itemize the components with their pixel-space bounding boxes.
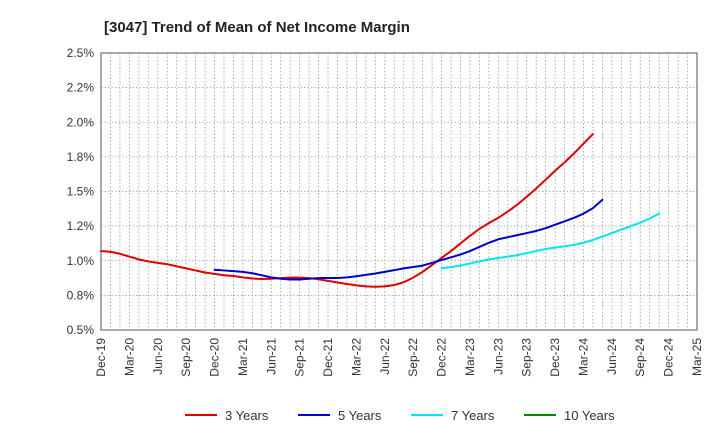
x-tick-label: Mar-24 bbox=[576, 338, 590, 376]
chart-title: [3047] Trend of Mean of Net Income Margi… bbox=[104, 19, 410, 36]
y-tick-label: 1.8% bbox=[67, 150, 95, 164]
x-tick-label: Dec-20 bbox=[208, 338, 222, 377]
x-tick-label: Mar-23 bbox=[463, 338, 477, 376]
y-tick-label: 1.5% bbox=[67, 185, 95, 199]
x-tick-label: Dec-19 bbox=[94, 338, 108, 377]
series-lines bbox=[100, 133, 661, 288]
x-tick-label: Sep-20 bbox=[179, 338, 193, 377]
y-tick-label: 1.2% bbox=[67, 219, 95, 233]
x-tick-label: Jun-22 bbox=[378, 338, 392, 375]
series-line-3-years bbox=[100, 133, 594, 288]
series-line-7-years bbox=[440, 212, 661, 270]
y-tick-label: 2.0% bbox=[67, 115, 95, 129]
x-tick-label: Sep-22 bbox=[406, 338, 420, 377]
x-tick-label: Jun-21 bbox=[264, 338, 278, 375]
legend-label: 7 Years bbox=[451, 408, 495, 423]
legend-label: 3 Years bbox=[225, 408, 269, 423]
x-tick-label: Sep-23 bbox=[520, 338, 534, 377]
legend-label: 10 Years bbox=[564, 408, 615, 423]
x-tick-label: Dec-23 bbox=[548, 338, 562, 377]
plot-area bbox=[100, 52, 698, 331]
x-tick-label: Dec-22 bbox=[435, 338, 449, 377]
legend-label: 5 Years bbox=[338, 408, 382, 423]
series-line-5-years bbox=[213, 198, 604, 281]
x-tick-label: Mar-21 bbox=[236, 338, 250, 376]
x-tick-label: Jun-23 bbox=[491, 338, 505, 375]
x-tick-label: Dec-24 bbox=[662, 338, 676, 377]
y-tick-label: 0.5% bbox=[67, 323, 95, 337]
x-tick-label: Mar-22 bbox=[349, 338, 363, 376]
y-tick-label: 0.8% bbox=[67, 288, 95, 302]
x-tick-label: Sep-21 bbox=[293, 338, 307, 377]
x-axis-ticks: Dec-19 Mar-20 Jun-20 Sep-20 Dec-20 Mar-21 Jun-… bbox=[94, 338, 704, 377]
y-tick-label: 2.5% bbox=[67, 46, 95, 60]
y-axis-ticks: 0.5% 0.8% 1.0% 1.2% 1.5% 1.8% 2.0% 2.2% 2.5% bbox=[67, 46, 95, 337]
y-tick-label: 2.2% bbox=[67, 81, 95, 95]
y-tick-label: 1.0% bbox=[67, 254, 95, 268]
x-tick-label: Mar-25 bbox=[690, 338, 704, 376]
x-tick-label: Jun-20 bbox=[151, 338, 165, 375]
x-tick-label: Dec-21 bbox=[321, 338, 335, 377]
grid bbox=[101, 53, 697, 330]
x-tick-label: Sep-24 bbox=[633, 338, 647, 377]
x-tick-label: Jun-24 bbox=[605, 338, 619, 375]
legend: 3 Years 5 Years 7 Years 10 Years bbox=[185, 408, 615, 423]
x-tick-label: Mar-20 bbox=[122, 338, 136, 376]
